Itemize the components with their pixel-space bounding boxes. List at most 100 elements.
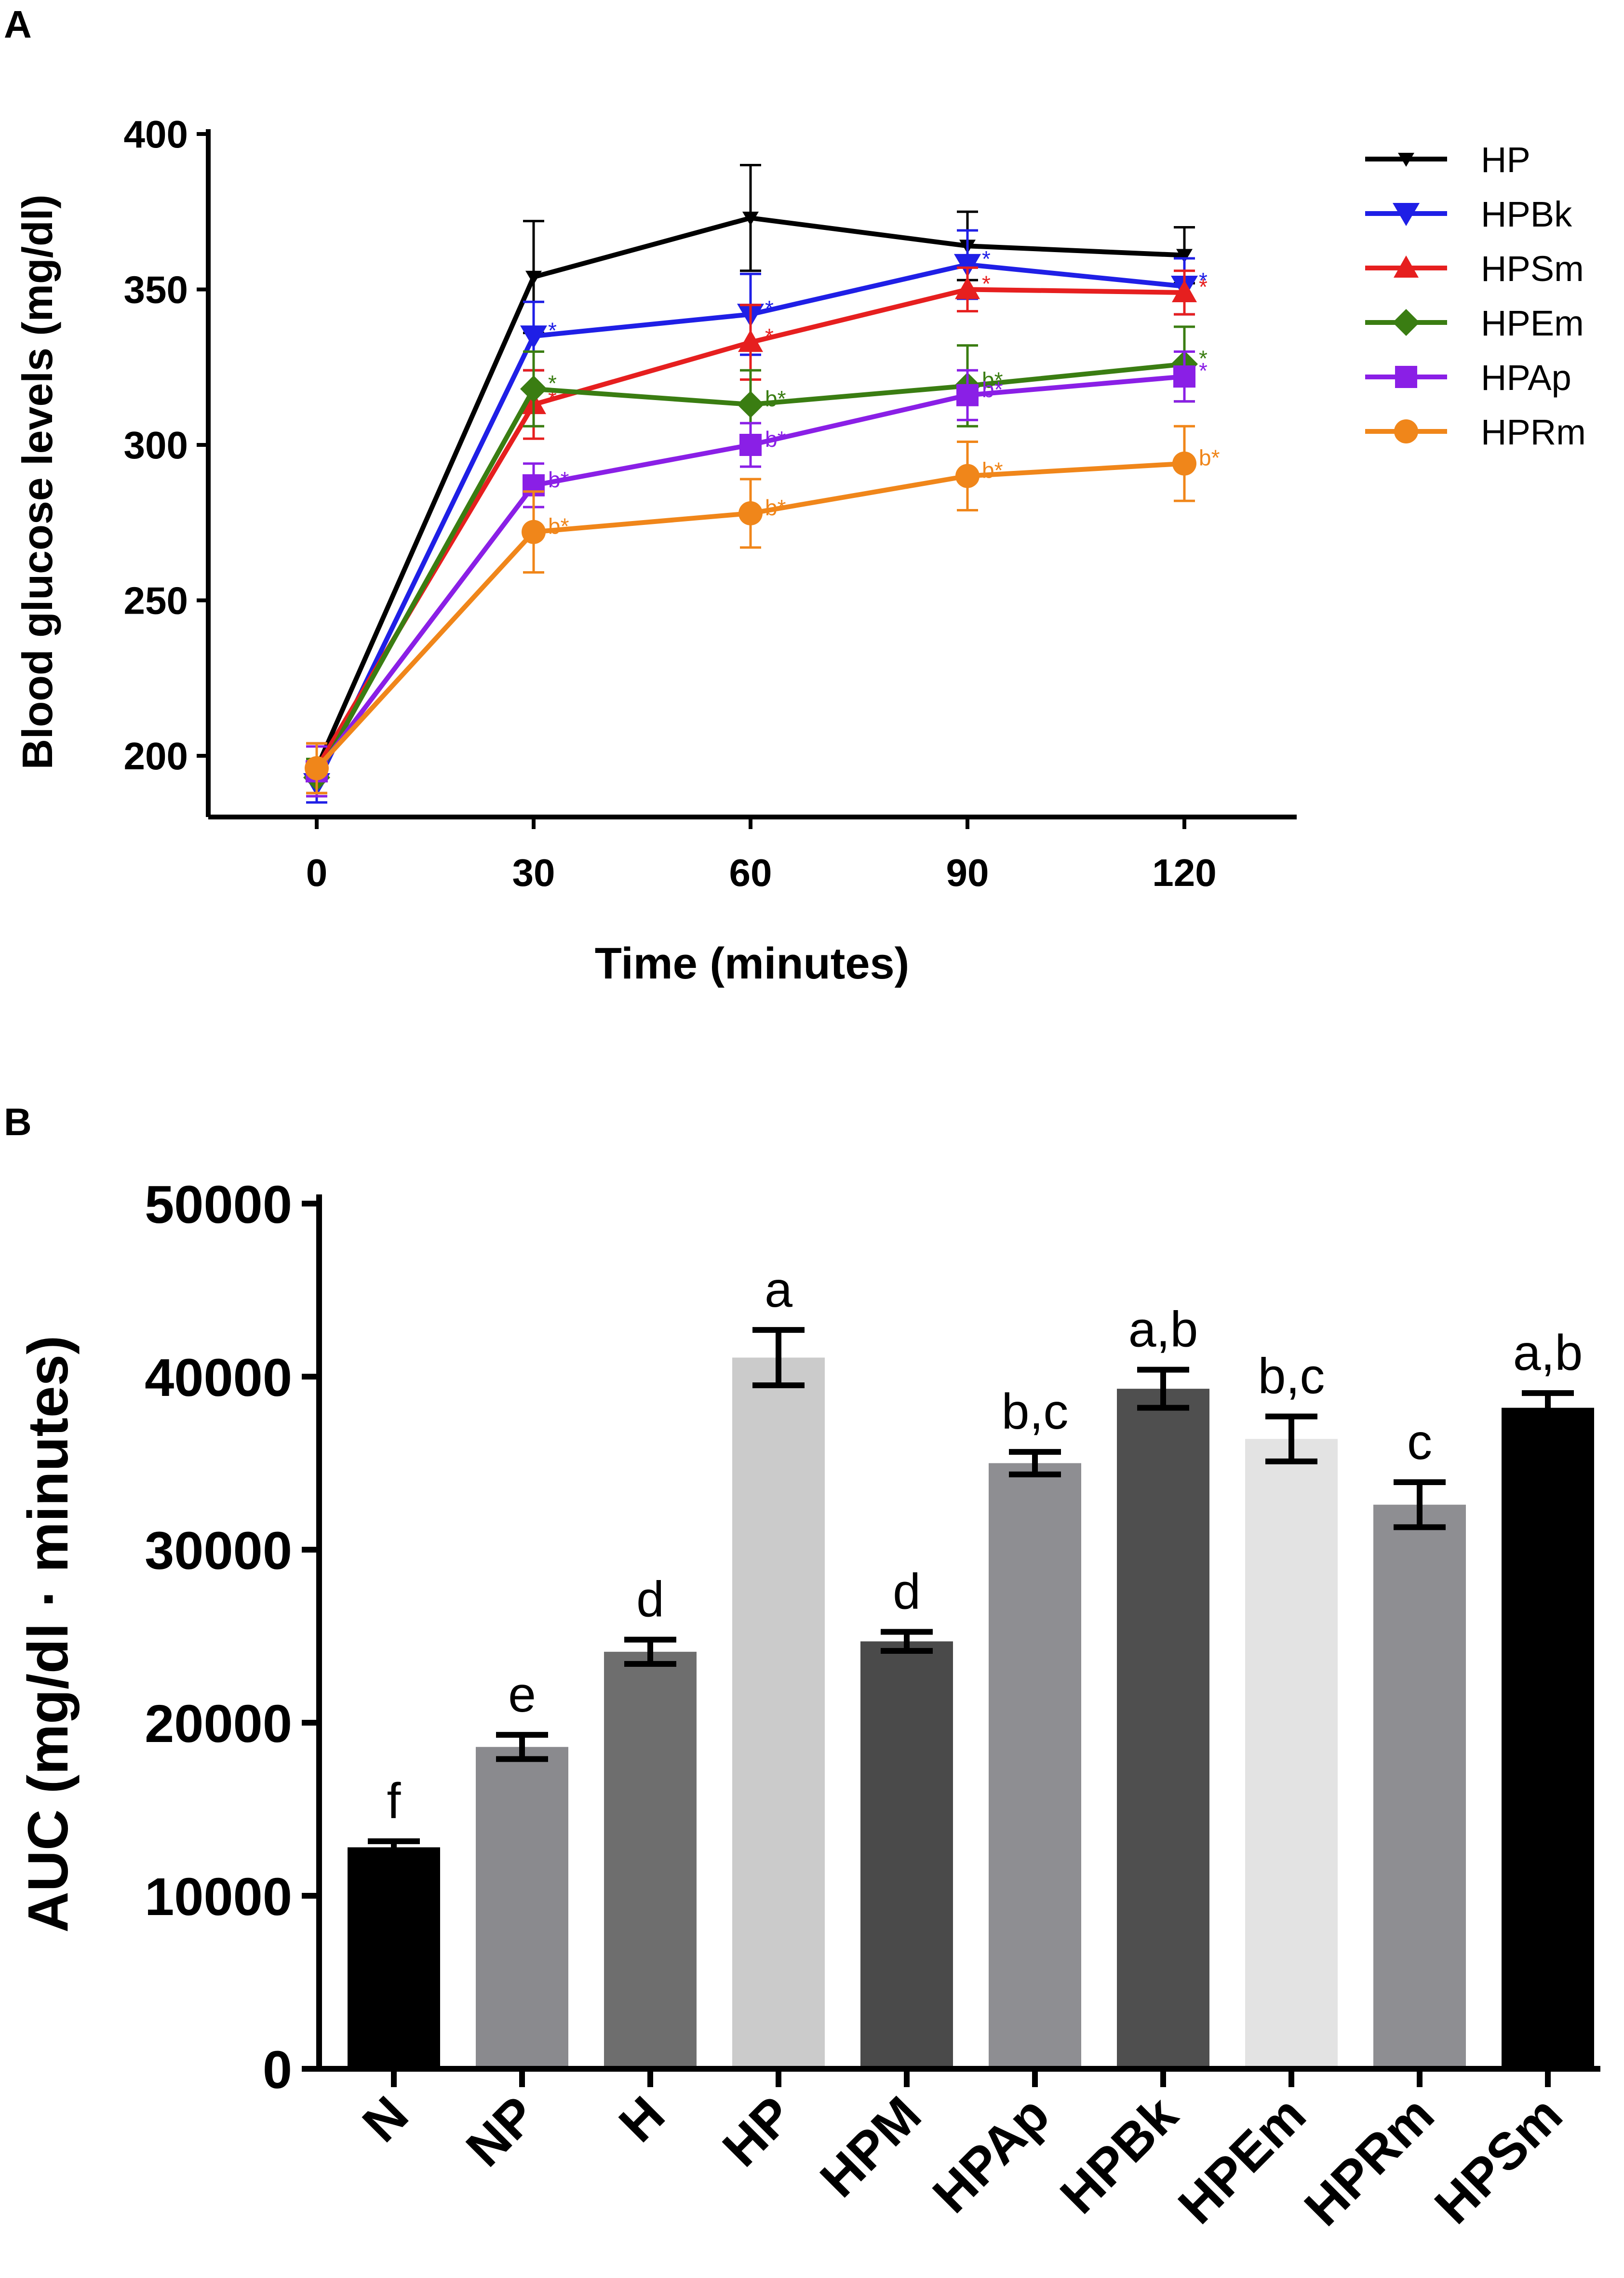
x-tick-label: HPM	[809, 2085, 932, 2208]
data-point	[955, 464, 980, 488]
bar	[989, 1463, 1081, 2069]
data-point	[1173, 365, 1195, 388]
x-tick-label: HPBk	[1049, 2085, 1189, 2224]
legend-label: HPAp	[1481, 358, 1571, 398]
significance-label: *	[548, 371, 557, 396]
bar	[476, 1747, 568, 2069]
data-point	[525, 270, 542, 285]
bar	[1117, 1389, 1209, 2069]
y-tick-label: 50000	[145, 1175, 292, 1234]
bar-hpem: b,c	[1245, 1349, 1338, 2069]
data-point	[737, 391, 764, 418]
bar	[732, 1357, 825, 2069]
significance-label: b*	[548, 514, 569, 539]
legend-label: HPRm	[1481, 412, 1586, 452]
significance-label: *	[1199, 274, 1208, 299]
significance-label: b*	[982, 458, 1003, 483]
data-point	[522, 520, 546, 544]
significance-label: c	[1407, 1414, 1432, 1470]
legend-item: HPBk	[1365, 194, 1572, 234]
y-axis-title: Blood glucose levels (mg/dl)	[13, 194, 61, 769]
significance-label: *	[1199, 346, 1208, 371]
legend-marker	[1395, 366, 1417, 388]
data-point	[305, 756, 329, 780]
data-point	[520, 325, 547, 349]
legend-item: HP	[1365, 140, 1530, 180]
x-tick-label: HPRm	[1293, 2085, 1445, 2237]
significance-label: d	[636, 1572, 664, 1628]
data-point	[956, 384, 979, 406]
y-tick-label: 200	[124, 735, 188, 777]
x-tick-label: HPAp	[921, 2085, 1060, 2224]
legend: HP HPBk HPSm HPEm HPAp HPRm	[1365, 140, 1586, 452]
significance-label: *	[982, 271, 991, 296]
data-point	[739, 434, 762, 456]
significance-label: a,b	[1128, 1302, 1198, 1358]
significance-label: f	[387, 1773, 402, 1829]
significance-label: *	[1199, 268, 1208, 293]
y-tick-label: 250	[124, 579, 188, 622]
legend-marker	[1394, 419, 1418, 443]
x-axis-title: Time (minutes)	[595, 939, 910, 988]
x-tick-label: HP	[711, 2085, 804, 2178]
series-hprm: b* b* b* b*	[305, 425, 1220, 794]
data-point	[738, 330, 763, 352]
significance-label: b*	[982, 367, 1003, 392]
y-tick-label: 0	[263, 2040, 292, 2100]
data-point	[1172, 280, 1197, 302]
bar	[348, 1847, 440, 2069]
data-point	[738, 501, 763, 525]
y-axis-title: AUC (mg/dl · minutes)	[16, 1336, 80, 1933]
data-point	[955, 277, 980, 299]
legend-item: HPAp	[1365, 358, 1571, 398]
data-point	[520, 375, 547, 402]
y-tick-label: 350	[124, 268, 188, 311]
x-axis-ticks: 0 30 60 90 120	[306, 817, 1217, 894]
bar	[604, 1651, 697, 2069]
legend-marker	[1393, 309, 1420, 336]
bar	[860, 1641, 953, 2069]
x-tick-label: NP	[455, 2085, 548, 2178]
x-tick-label: HPSm	[1423, 2085, 1573, 2235]
x-tick-label: 60	[729, 851, 772, 894]
panel-b-letter: B	[4, 1100, 32, 1143]
bar-hpap: b,c	[989, 1384, 1081, 2069]
bar-n: f	[348, 1773, 440, 2069]
bar	[1502, 1407, 1594, 2069]
y-tick-label: 40000	[145, 1348, 292, 1407]
bar-hpm: d	[860, 1564, 953, 2069]
legend-marker	[1393, 203, 1420, 226]
legend-item: HPEm	[1365, 303, 1584, 343]
bar-hp: a	[732, 1262, 825, 2069]
significance-label: e	[508, 1667, 536, 1723]
x-tick-label: 30	[512, 851, 555, 894]
series-hpem: *b*b**	[303, 325, 1208, 798]
legend-marker	[1398, 153, 1414, 167]
legend-label: HPBk	[1481, 194, 1572, 234]
significance-label: a	[765, 1262, 792, 1318]
y-tick-label: 10000	[145, 1867, 292, 1927]
bar	[1245, 1439, 1338, 2069]
data-point	[1172, 451, 1196, 476]
y-axis-ticks: 0 10000 20000 30000 40000 50000	[145, 1175, 319, 2100]
x-tick-label: N	[351, 2085, 419, 2153]
y-tick-label: 300	[124, 424, 188, 467]
x-tick-label: 90	[946, 851, 989, 894]
significance-label: b*	[982, 377, 1003, 402]
y-tick-label: 30000	[145, 1521, 292, 1581]
legend-label: HPEm	[1481, 303, 1584, 343]
bar-hpsm: a,b	[1502, 1325, 1594, 2069]
x-tick-label: 120	[1152, 851, 1216, 894]
legend-label: HP	[1481, 140, 1530, 180]
legend-item: HPSm	[1365, 249, 1584, 289]
data-point	[1176, 249, 1193, 263]
y-axis-ticks: 200 250 300 350 400	[124, 113, 208, 777]
bar-hpbk: a,b	[1117, 1302, 1209, 2069]
legend-item: HPRm	[1365, 412, 1586, 452]
significance-label: *	[1199, 358, 1208, 383]
significance-label: *	[982, 246, 991, 271]
legend-marker	[1394, 255, 1419, 278]
